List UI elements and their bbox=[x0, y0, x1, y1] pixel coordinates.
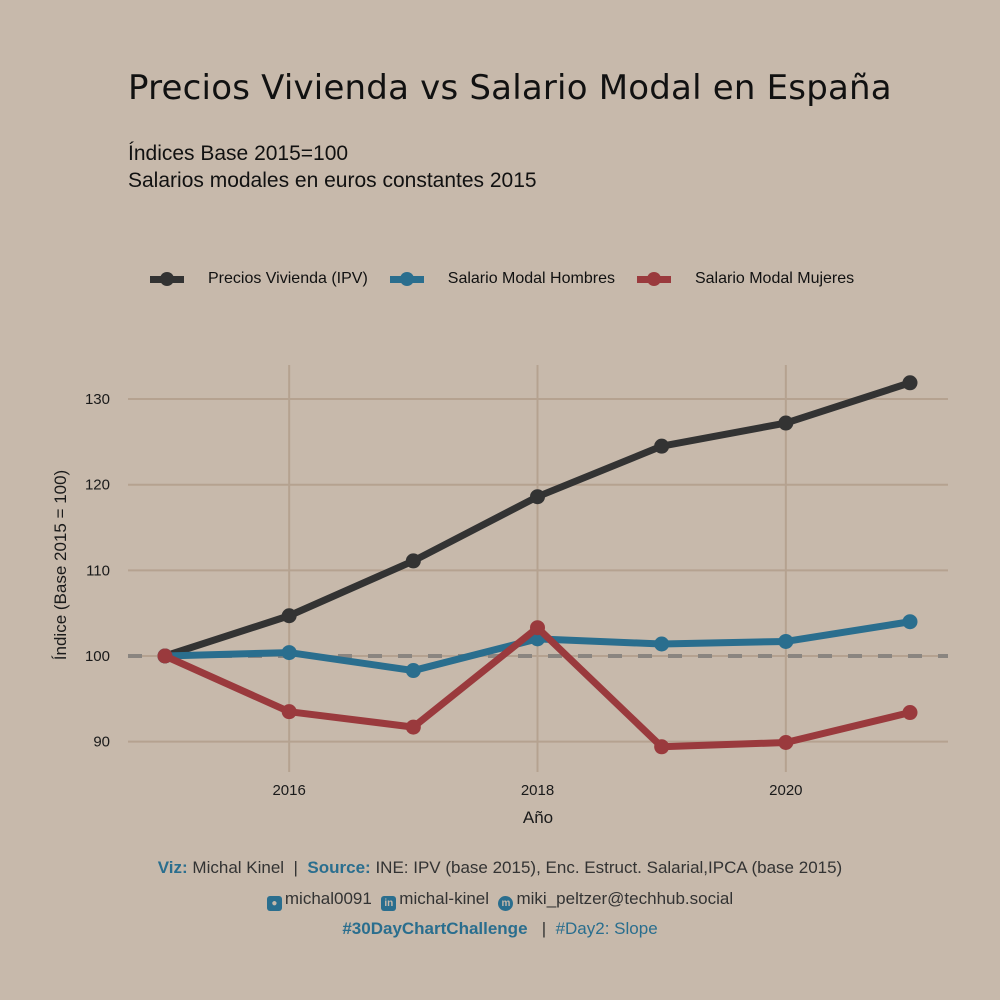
legend-key-mujeres bbox=[636, 272, 671, 286]
legend-label: Salario Modal Mujeres bbox=[694, 270, 855, 287]
data-point bbox=[902, 375, 918, 391]
data-point bbox=[654, 636, 670, 652]
series-0 bbox=[157, 375, 918, 664]
y-tick-label: 130 bbox=[85, 391, 110, 408]
data-point bbox=[530, 489, 545, 505]
mastodon-handle[interactable]: miki_peltzer@techhub.social bbox=[516, 889, 734, 908]
data-point bbox=[654, 739, 670, 755]
data-point bbox=[281, 704, 297, 720]
x-tick-label: 2020 bbox=[769, 782, 802, 799]
data-point bbox=[778, 735, 794, 751]
linkedin-icon: in bbox=[381, 896, 397, 911]
x-tick-label: 2016 bbox=[272, 782, 305, 799]
legend-item-hombres[interactable]: Salario Modal Hombres bbox=[389, 270, 615, 288]
legend-item-mujeres[interactable]: Salario Modal Mujeres bbox=[636, 270, 855, 288]
source-label: Source: bbox=[307, 858, 371, 877]
data-point bbox=[778, 633, 794, 649]
legend-item-ipv[interactable]: Precios Vivienda (IPV) bbox=[150, 270, 368, 288]
data-point bbox=[281, 645, 297, 661]
subtitle-line-2: Salarios modales en euros constantes 201… bbox=[128, 169, 537, 192]
data-point bbox=[405, 719, 421, 735]
data-point bbox=[654, 438, 670, 454]
y-tick-label: 100 bbox=[85, 648, 110, 665]
y-tick-label: 120 bbox=[85, 477, 110, 494]
y-tick-label: 110 bbox=[86, 562, 110, 579]
data-point bbox=[405, 663, 421, 679]
hashtag-day[interactable]: #Day2: Slope bbox=[555, 919, 658, 938]
viz-label: Viz: bbox=[157, 858, 188, 877]
legend-key-ipv bbox=[150, 272, 184, 286]
axis-labels: 90 100 110 120 130 2016 2018 2020 Año Índice (Bas… bbox=[51, 391, 803, 827]
data-point bbox=[902, 614, 918, 630]
caption-separator: | bbox=[541, 919, 547, 938]
viz-author: Michal Kinel bbox=[192, 858, 285, 877]
mastodon-icon: m bbox=[498, 896, 514, 911]
series-group bbox=[157, 375, 918, 755]
grid-lines bbox=[128, 365, 948, 772]
x-tick-label: 2018 bbox=[521, 782, 554, 799]
legend-label: Precios Vivienda (IPV) bbox=[208, 270, 368, 287]
hashtag-challenge[interactable]: #30DayChartChallenge bbox=[342, 919, 528, 938]
caption-social: ● michal0091 in michal-kinel m miki_peltzer… bbox=[0, 889, 1000, 911]
data-point bbox=[902, 705, 918, 721]
data-point bbox=[281, 608, 297, 624]
caption-separator: | bbox=[293, 858, 298, 877]
x-axis-title: Año bbox=[523, 808, 553, 827]
github-handle[interactable]: michal0091 bbox=[284, 889, 372, 908]
y-axis-title: Índice (Base 2015 = 100) bbox=[51, 470, 70, 660]
chart-title: Precios Vivienda vs Salario Modal en Esp… bbox=[128, 68, 892, 108]
y-tick-label: 90 bbox=[93, 734, 110, 751]
linkedin-handle[interactable]: michal-kinel bbox=[399, 889, 490, 908]
series-2 bbox=[157, 620, 918, 755]
subtitle-line-1: Índices Base 2015=100 bbox=[128, 142, 349, 165]
chart-subtitle: Índices Base 2015=100 Salarios modales e… bbox=[128, 140, 537, 194]
data-point bbox=[778, 415, 794, 431]
source-value: INE: IPV (base 2015), Enc. Estruct. Sala… bbox=[375, 858, 843, 877]
legend: Precios Vivienda (IPV) Salario Modal Hom… bbox=[150, 270, 876, 288]
github-icon: ● bbox=[266, 896, 282, 911]
caption-credits: Viz: Michal Kinel | Source: INE: IPV (ba… bbox=[0, 858, 1000, 878]
data-point bbox=[157, 648, 173, 664]
caption-hashtags: #30DayChartChallenge | #Day2: Slope bbox=[0, 919, 1000, 939]
data-point bbox=[530, 620, 545, 636]
legend-key-hombres bbox=[389, 272, 424, 286]
data-point bbox=[405, 553, 421, 569]
legend-label: Salario Modal Hombres bbox=[447, 270, 615, 287]
